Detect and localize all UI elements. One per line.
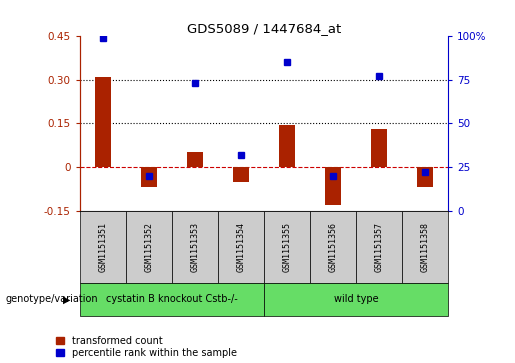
Text: GSM1151357: GSM1151357 bbox=[374, 222, 384, 272]
Bar bbox=[279, 125, 295, 167]
Bar bbox=[264, 211, 310, 283]
Text: ▶: ▶ bbox=[63, 294, 71, 305]
Bar bbox=[402, 211, 448, 283]
Bar bbox=[172, 211, 218, 283]
Bar bbox=[141, 167, 157, 187]
Bar bbox=[325, 167, 341, 205]
Text: GSM1151352: GSM1151352 bbox=[144, 222, 153, 272]
Text: GSM1151353: GSM1151353 bbox=[191, 222, 199, 272]
Text: GSM1151354: GSM1151354 bbox=[236, 222, 246, 272]
Bar bbox=[310, 211, 356, 283]
Title: GDS5089 / 1447684_at: GDS5089 / 1447684_at bbox=[187, 22, 341, 35]
Text: wild type: wild type bbox=[334, 294, 379, 305]
Bar bbox=[218, 211, 264, 283]
Text: GSM1151356: GSM1151356 bbox=[329, 222, 337, 272]
Legend: transformed count, percentile rank within the sample: transformed count, percentile rank withi… bbox=[56, 336, 237, 358]
Bar bbox=[417, 167, 433, 187]
Bar bbox=[371, 129, 387, 167]
Bar bbox=[187, 152, 203, 167]
Text: genotype/variation: genotype/variation bbox=[5, 294, 98, 305]
Bar bbox=[233, 167, 249, 182]
Bar bbox=[264, 283, 448, 316]
Text: GSM1151358: GSM1151358 bbox=[421, 222, 430, 272]
Bar bbox=[356, 211, 402, 283]
Text: GSM1151355: GSM1151355 bbox=[282, 222, 291, 272]
Bar bbox=[126, 211, 172, 283]
Text: cystatin B knockout Cstb-/-: cystatin B knockout Cstb-/- bbox=[106, 294, 238, 305]
Bar bbox=[80, 211, 126, 283]
Bar bbox=[80, 283, 264, 316]
Text: GSM1151351: GSM1151351 bbox=[98, 222, 107, 272]
Bar bbox=[95, 77, 111, 167]
